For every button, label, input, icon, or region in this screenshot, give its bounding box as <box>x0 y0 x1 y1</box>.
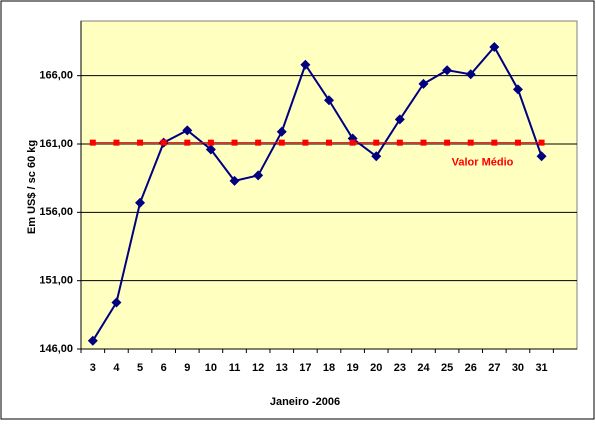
data-point <box>394 114 405 125</box>
x-tick-label: 13 <box>276 362 288 374</box>
data-point <box>536 151 547 162</box>
data-point <box>302 139 309 146</box>
y-tick-label: 146,00 <box>39 343 73 355</box>
data-point <box>373 139 380 146</box>
data-point <box>255 139 262 146</box>
data-point <box>113 139 120 146</box>
data-point <box>514 139 521 146</box>
data-point <box>467 139 474 146</box>
data-point <box>444 139 451 146</box>
x-tick-label: 20 <box>370 362 382 374</box>
data-point <box>87 335 98 346</box>
data-point <box>182 125 193 136</box>
y-axis-title: Em US$ / sc 60 kg <box>26 140 38 234</box>
x-tick-label: 5 <box>137 362 143 374</box>
data-point <box>111 297 122 308</box>
x-tick-label: 6 <box>161 362 167 374</box>
data-point <box>512 84 523 95</box>
data-point <box>205 144 216 155</box>
data-point <box>371 151 382 162</box>
x-tick-label: 24 <box>417 362 430 374</box>
series-label: Valor Médio <box>452 157 514 169</box>
x-tick-label: 19 <box>346 362 358 374</box>
data-point <box>231 139 238 146</box>
y-tick-label: 166,00 <box>39 70 73 82</box>
data-point <box>326 139 332 146</box>
x-axis-title: Janeiro -2006 <box>270 396 340 408</box>
data-point <box>253 170 264 181</box>
data-point <box>418 78 429 89</box>
data-point <box>278 139 285 146</box>
x-tick-label: 23 <box>394 362 406 374</box>
data-point <box>207 139 214 146</box>
data-point <box>89 139 96 146</box>
x-tick-label: 31 <box>535 362 547 374</box>
data-point <box>491 139 498 146</box>
x-tick-label: 4 <box>113 362 120 374</box>
x-tick-label: 10 <box>205 362 217 374</box>
y-tick-label: 161,00 <box>39 138 73 150</box>
data-point <box>442 65 453 76</box>
data-point <box>396 139 403 146</box>
data-point <box>420 139 427 146</box>
data-point <box>137 139 144 146</box>
data-point <box>229 175 240 186</box>
data-point <box>135 197 146 208</box>
x-tick-label: 27 <box>488 362 500 374</box>
x-tick-label: 11 <box>229 362 241 374</box>
x-tick-label: 9 <box>184 362 190 374</box>
data-point <box>160 139 167 146</box>
x-tick-label: 30 <box>512 362 524 374</box>
x-tick-label: 25 <box>441 362 453 374</box>
data-point <box>276 126 287 137</box>
data-point <box>184 139 191 146</box>
data-point <box>538 139 545 146</box>
data-point <box>465 69 476 80</box>
data-point <box>489 41 500 52</box>
data-point <box>300 59 311 70</box>
y-tick-label: 156,00 <box>39 206 73 218</box>
data-point <box>324 95 334 106</box>
plot-area <box>80 20 578 350</box>
x-tick-label: 3 <box>90 362 96 374</box>
x-tick-label: 17 <box>299 362 311 374</box>
data-point <box>349 139 356 146</box>
x-tick-label: 26 <box>465 362 477 374</box>
y-tick-label: 151,00 <box>39 275 73 287</box>
x-tick-label: 12 <box>252 362 264 374</box>
x-tick-label: 18 <box>323 362 335 374</box>
